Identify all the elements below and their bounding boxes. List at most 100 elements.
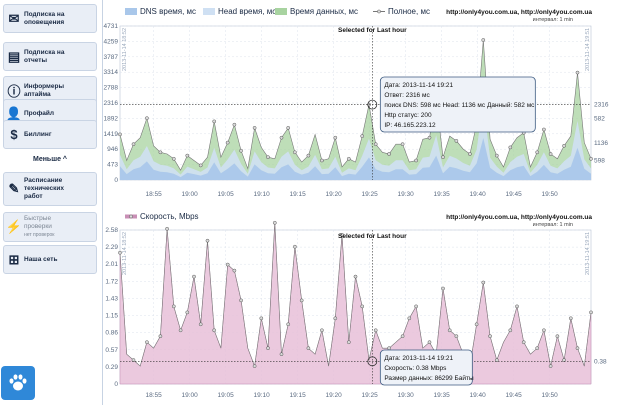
sidebar-item-report-subscription[interactable]: ▤ Подписка на отчеты (3, 42, 97, 71)
info-icon: ⓘ (7, 84, 21, 99)
y-tick-label: 3787 (104, 54, 119, 61)
data-point (185, 153, 190, 158)
sidebar-item-our-network[interactable]: ⊞ Наша сеть (3, 245, 97, 274)
data-point (232, 268, 237, 273)
data-point (279, 352, 284, 357)
data-point (407, 316, 412, 321)
data-point (212, 119, 217, 124)
dns-time-area (120, 138, 591, 180)
data-point (158, 334, 163, 339)
data-point (279, 135, 284, 140)
data-point (508, 328, 513, 333)
data-point (468, 152, 472, 156)
data-point (508, 145, 513, 150)
data-point (387, 152, 391, 156)
tooltip-line: Дата: 2013-11-14 19:21 (384, 355, 453, 362)
data-point (145, 340, 149, 345)
y-tick-label: 0.57 (105, 347, 118, 354)
legend-label: Скорость, Mbps (140, 212, 199, 221)
selected-label: Selected for Last hour (338, 27, 407, 34)
x-tick-label: 19:10 (253, 392, 270, 399)
tooltip-box (379, 76, 536, 133)
y-tick-label: 1.43 (105, 295, 118, 302)
data-point (306, 346, 311, 351)
x-tick-label: 19:50 (541, 392, 558, 399)
data-point (286, 322, 291, 327)
data-point (427, 340, 432, 345)
sidebar-item-alert-subscription[interactable]: ✉ Подписка на оповещения (3, 4, 97, 33)
y-tick-label: 0.86 (105, 330, 118, 337)
y-tick-label: 4731 (104, 23, 119, 30)
x-tick-label: 19:25 (361, 191, 378, 198)
data-point (165, 226, 169, 231)
data-point (360, 304, 365, 309)
series-line (119, 39, 592, 171)
legend-swatch-point (377, 9, 381, 14)
sidebar-item-sublabel: нет проверок (24, 232, 55, 238)
y-tick-label: 2316 (104, 100, 119, 107)
sidebar-item-label-text: Быстрые проверки (24, 215, 52, 230)
data-point (118, 250, 122, 255)
right-value-label: 582 (594, 115, 605, 122)
x-tick-label: 19:30 (397, 191, 414, 198)
y-tick-label: 1.72 (105, 278, 118, 285)
data-point (542, 127, 546, 132)
data-point (198, 163, 203, 168)
data-point (360, 134, 365, 138)
legend-swatch (275, 8, 287, 15)
data-point (212, 328, 217, 333)
tooltip-line: Размер данных: 86299 Байты (384, 374, 474, 382)
data-point (320, 158, 324, 163)
sidebar-collapse-toggle[interactable]: Меньше ^ (32, 155, 67, 163)
data-point (252, 364, 257, 368)
sidebar-item-label: Расписание технических работ (24, 177, 65, 200)
data-point (481, 38, 486, 42)
data-point (239, 298, 243, 303)
tooltip-box (379, 349, 473, 386)
data-point (387, 346, 391, 351)
legend-label: Head время, мс (218, 7, 276, 16)
y-tick-label: 4259 (104, 38, 119, 45)
data-point (548, 364, 553, 368)
data-point (225, 140, 230, 145)
data-point (293, 244, 297, 249)
charts-canvas: 4731 4259 3787 3314 2788 2316 1892 1419 946 473 0 1… (104, 7, 609, 399)
x-tick-label: 19:30 (397, 392, 414, 399)
data-point (515, 304, 519, 309)
tooltip-line: Дата: 2013-11-14 19:21 (384, 82, 453, 89)
data-point (272, 220, 277, 225)
data-point (286, 126, 291, 130)
x-tick-label: 19:50 (541, 191, 558, 198)
data-point (441, 286, 445, 291)
selected-point-marker (367, 356, 378, 367)
data-point (589, 156, 593, 161)
x-tick-label: 19:00 (182, 392, 199, 399)
sidebar-item-billing[interactable]: $ Биллинг (3, 120, 97, 149)
x-tick-label: 19:00 (182, 191, 199, 198)
data-point (454, 139, 459, 143)
data-point (414, 304, 418, 309)
sidebar-item-quick-checks: ⚡ Быстрые проверки нет проверок (3, 212, 97, 242)
data-point (535, 150, 540, 155)
data-point (521, 340, 526, 345)
data-point (562, 358, 566, 362)
date-range-start-label: 2013-11-14 18:52 (122, 232, 128, 275)
y-tick-label: 2788 (104, 85, 119, 92)
data-point (266, 346, 270, 351)
data-point (299, 298, 304, 303)
tooltip-line: Ответ: 2316 мс (384, 92, 430, 99)
data-point (320, 328, 324, 333)
data-point (494, 358, 499, 362)
x-tick-label: 19:25 (361, 392, 378, 399)
data-point (171, 156, 176, 161)
head-time-area (120, 103, 591, 180)
tooltip-line: поиск DNS: 598 мс Head: 1136 мс Данный: … (384, 101, 535, 109)
data-point (575, 70, 580, 75)
data-point (333, 316, 338, 321)
x-tick-label: 19:45 (505, 191, 522, 198)
date-range-start-label: 2013-11-14 18:52 (122, 28, 128, 71)
sidebar-item-maintenance-schedule[interactable]: ✎ Расписание технических работ (3, 172, 97, 206)
x-tick-label: 19:05 (217, 191, 234, 198)
monitored-urls: http://only4you.com.ua, http://only4you.… (446, 214, 592, 221)
data-point (198, 322, 203, 327)
